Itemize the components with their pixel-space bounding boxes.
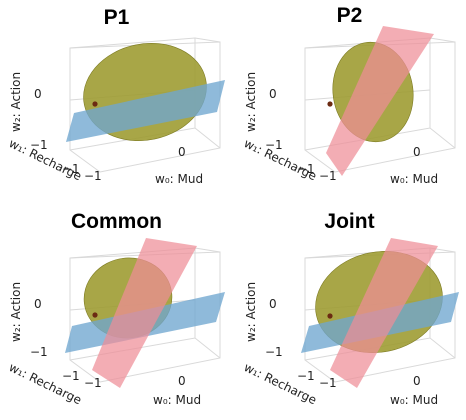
panel-title: Joint (324, 210, 375, 233)
w0-axis-label: w₀: Mud (153, 393, 201, 407)
w2-tick-minus1: −1 (265, 138, 283, 152)
w0-tick-0: 0 (178, 374, 186, 388)
panel-common: Common 0 −1 −1 −1 0 w₀: Mud w₁: Recharge… (0, 210, 233, 420)
w0-tick-0: 0 (413, 374, 421, 388)
plot-3d: 0 −1 −1 −1 0 w₀: Mud w₁: Recharge w₂: Ac… (7, 238, 225, 407)
panel-joint: Joint 0 −1 −1 −1 0 w₀: Mud w₁: Recharge … (233, 210, 466, 420)
plot-3d: 0 −1 −1 −1 0 w₀: Mud w₁: Recharge w₂: Ac… (242, 26, 456, 186)
w1-tick-minus1b: −1 (84, 376, 102, 390)
w2-tick-0: 0 (269, 87, 277, 101)
w0-axis-label: w₀: Mud (155, 172, 203, 186)
w1-tick-minus1: −1 (62, 162, 80, 176)
w2-axis-label: w₂: Action (244, 72, 258, 132)
w2-tick-minus1: −1 (30, 345, 48, 359)
plot-3d: 0 −1 −1 −1 0 w₀: Mud w₁: Recharge w₂: Ac… (242, 238, 459, 407)
red-constraint-plane (330, 238, 438, 388)
w1-axis-label: w₁: Recharge (242, 360, 319, 407)
w0-axis-label: w₀: Mud (390, 172, 438, 186)
plot-3d: 0 −1 −1 −1 0 w₀: Mud w₁: Recharge w₂: Ac… (7, 37, 225, 186)
w0-axis-label: w₀: Mud (390, 393, 438, 407)
w2-axis-label: w₂: Action (244, 282, 258, 342)
w1-tick-minus1b: −1 (319, 169, 337, 183)
panel-title: Common (71, 210, 162, 233)
w2-tick-minus1: −1 (30, 138, 48, 152)
w2-tick-0: 0 (34, 87, 42, 101)
sample-point (327, 313, 333, 319)
panel-p2: P2 0 −1 −1 −1 0 w₀: Mud w₁: Recharge w₂:… (233, 0, 466, 210)
w1-tick-minus1: −1 (297, 369, 315, 383)
w1-tick-minus1: −1 (297, 162, 315, 176)
w0-tick-0: 0 (413, 145, 421, 159)
blue-constraint-plane (66, 80, 225, 142)
w1-axis-label: w₁: Recharge (7, 360, 84, 407)
panel-title: P1 (103, 6, 130, 29)
w2-tick-minus1: −1 (265, 345, 283, 359)
w1-tick-minus1b: −1 (319, 376, 337, 390)
w2-tick-0: 0 (34, 297, 42, 311)
w0-tick-0: 0 (178, 145, 186, 159)
sample-point (92, 312, 98, 318)
w2-axis-label: w₂: Action (9, 72, 23, 132)
w1-tick-minus1: −1 (62, 369, 80, 383)
w1-tick-minus1b: −1 (84, 169, 102, 183)
w2-axis-label: w₂: Action (9, 282, 23, 342)
panel-p1: P1 0 −1 −1 −1 0 w₀: Mud w₁: Recharge w₂:… (0, 0, 233, 210)
sample-point (327, 101, 333, 107)
red-constraint-plane (92, 238, 197, 388)
w2-tick-0: 0 (269, 297, 277, 311)
sample-point (92, 101, 98, 107)
red-constraint-plane (326, 26, 434, 176)
panel-title: P2 (336, 4, 363, 27)
